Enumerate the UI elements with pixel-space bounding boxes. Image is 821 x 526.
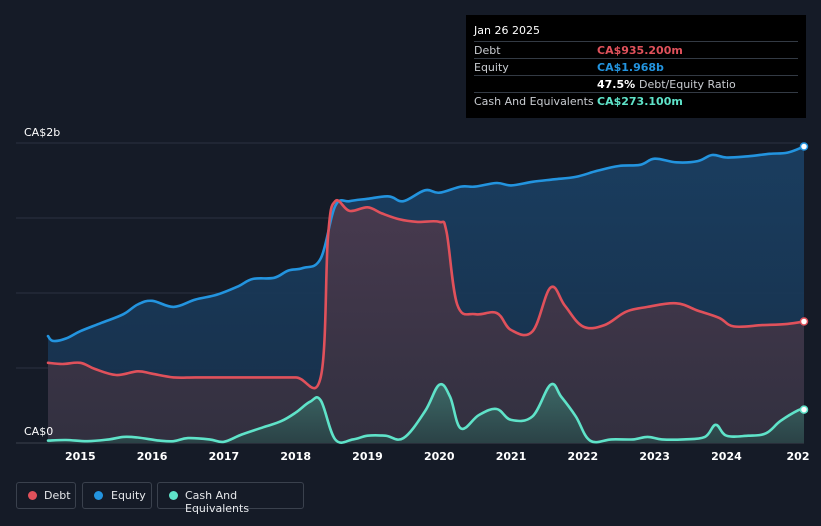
tooltip-cash-label: Cash And Equivalents bbox=[474, 95, 594, 108]
debt-end-marker bbox=[799, 317, 809, 326]
cash-end-marker bbox=[799, 405, 809, 414]
legend-item-cash[interactable]: Cash And Equivalents bbox=[157, 482, 304, 515]
equity-line bbox=[46, 145, 806, 343]
legend-equity-dot bbox=[94, 491, 103, 500]
x-tick-label: 2015 bbox=[64, 450, 96, 463]
tooltip-row-debt: Debt CA$935.200m bbox=[474, 41, 798, 59]
x-tick-label: 2021 bbox=[495, 450, 527, 463]
tooltip-debt-value: CA$935.200m bbox=[597, 44, 683, 57]
x-tick-label: 2017 bbox=[208, 450, 240, 463]
tooltip-cash-value: CA$273.100m bbox=[597, 95, 683, 108]
y-axis-top-label: CA$2b bbox=[24, 126, 61, 139]
tooltip-equity-value: CA$1.968b bbox=[597, 61, 664, 74]
x-tick-label: 2018 bbox=[280, 450, 311, 463]
x-tick-label: 2022 bbox=[567, 450, 599, 463]
tooltip-ratio-wrap: 47.5% Debt/Equity Ratio bbox=[597, 78, 736, 91]
x-tick-label: 2019 bbox=[352, 450, 383, 463]
tooltip-ratio-label: Debt/Equity Ratio bbox=[639, 78, 736, 91]
equity-end-marker bbox=[799, 142, 809, 151]
tooltip-row-equity: Equity CA$1.968b bbox=[474, 58, 798, 76]
series-areas bbox=[48, 146, 804, 443]
x-tick-label: 2016 bbox=[136, 450, 168, 463]
cash-line bbox=[46, 382, 806, 444]
x-tick-label: 2024 bbox=[711, 450, 742, 463]
x-tick-label: 2023 bbox=[639, 450, 670, 463]
tooltip-ratio-value: 47.5% bbox=[597, 78, 636, 91]
tooltip-row-ratio: 47.5% Debt/Equity Ratio bbox=[474, 75, 798, 93]
legend-item-equity[interactable]: Equity bbox=[82, 482, 152, 509]
legend-item-debt[interactable]: Debt bbox=[16, 482, 76, 509]
x-tick-label: 2020 bbox=[423, 450, 455, 463]
x-tick-label: 202 bbox=[786, 450, 810, 463]
legend-cash-label: Cash And Equivalents bbox=[185, 489, 250, 515]
debt-area bbox=[48, 200, 804, 443]
tooltip-date: Jan 26 2025 bbox=[474, 24, 540, 37]
tooltip-debt-label: Debt bbox=[474, 44, 501, 57]
legend-debt-dot bbox=[28, 491, 37, 500]
cash-area bbox=[48, 383, 804, 443]
tooltip-equity-label: Equity bbox=[474, 61, 509, 74]
tooltip-row-cash: Cash And Equivalents CA$273.100m bbox=[474, 92, 798, 110]
legend-equity-label: Equity bbox=[111, 489, 146, 502]
series-lines bbox=[46, 145, 806, 444]
end-markers bbox=[799, 142, 809, 414]
tooltip-panel: Jan 26 2025 Debt CA$935.200m Equity CA$1… bbox=[466, 15, 806, 118]
y-axis-bottom-label: CA$0 bbox=[24, 425, 54, 438]
legend-debt-label: Debt bbox=[44, 489, 71, 502]
debt-line bbox=[46, 198, 806, 390]
legend-cash-dot bbox=[169, 491, 178, 500]
